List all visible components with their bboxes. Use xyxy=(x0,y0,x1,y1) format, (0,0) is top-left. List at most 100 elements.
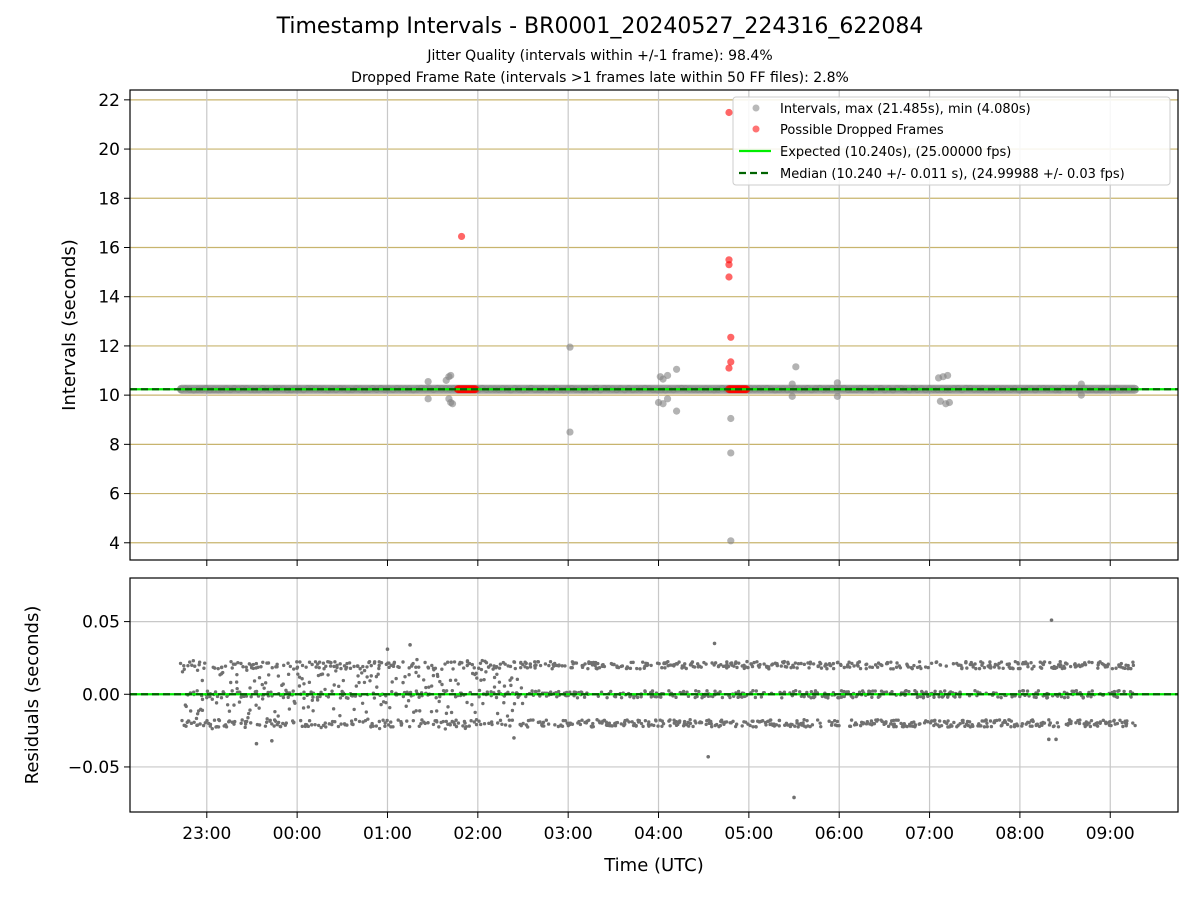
residual-point xyxy=(417,665,421,669)
residual-point xyxy=(528,718,533,722)
residual-point xyxy=(831,666,836,671)
residual-point xyxy=(780,696,784,700)
residual-point xyxy=(282,663,286,668)
residual-point xyxy=(751,725,755,729)
residual-point xyxy=(997,718,1002,722)
residual-point xyxy=(533,689,538,694)
residual-point xyxy=(984,718,988,722)
residual-point xyxy=(752,660,756,665)
residual-point xyxy=(919,666,923,671)
residual-point xyxy=(1133,723,1137,728)
residual-point xyxy=(694,721,698,725)
residual-point xyxy=(531,718,535,722)
residual-point xyxy=(461,724,465,728)
residual-point xyxy=(668,724,672,728)
residual-point xyxy=(1018,666,1022,671)
residual-point xyxy=(489,720,494,724)
residual-point xyxy=(292,667,296,671)
x-tick-label: 02:00 xyxy=(453,824,502,844)
residual-point xyxy=(939,723,944,728)
residual-point xyxy=(300,663,305,668)
residual-point xyxy=(298,660,302,664)
residual-point xyxy=(616,665,621,670)
interval-point xyxy=(672,365,681,373)
residual-point xyxy=(1066,695,1070,699)
residual-point xyxy=(650,689,655,694)
residual-point xyxy=(227,709,232,713)
residual-point xyxy=(321,661,326,665)
residual-point xyxy=(276,720,281,725)
residual-point xyxy=(895,661,899,665)
residual-point xyxy=(994,718,999,723)
residual-point xyxy=(263,681,268,685)
x-tick-label: 01:00 xyxy=(363,824,412,844)
legend-dropped-label: Possible Dropped Frames xyxy=(780,123,944,138)
residual-point xyxy=(579,690,583,694)
residual-point xyxy=(476,666,481,670)
residual-point xyxy=(246,711,251,716)
residual-point xyxy=(239,721,243,725)
residual-point xyxy=(269,690,273,694)
residual-point xyxy=(872,721,877,726)
residual-point xyxy=(889,667,893,671)
residual-point xyxy=(977,666,982,671)
residual-point xyxy=(319,690,323,695)
residual-point xyxy=(873,663,878,667)
residual-point xyxy=(392,660,397,665)
residual-point xyxy=(519,686,524,690)
residual-point xyxy=(286,672,291,677)
residual-point xyxy=(537,689,541,693)
residual-point xyxy=(737,661,741,665)
residual-point xyxy=(996,695,1000,699)
residual-point xyxy=(802,694,806,699)
residual-point xyxy=(1108,720,1112,724)
residual-point xyxy=(353,717,358,722)
residual-point xyxy=(411,661,415,666)
residual-point xyxy=(369,663,373,668)
residual-point xyxy=(610,724,615,728)
residual-point xyxy=(1042,721,1047,725)
residual-point xyxy=(604,720,609,724)
residual-point xyxy=(221,670,225,675)
dropped-frame-point xyxy=(457,232,466,241)
residual-point xyxy=(1089,718,1094,723)
residual-point xyxy=(236,660,240,665)
interval-point xyxy=(944,371,952,380)
residual-point xyxy=(816,664,821,668)
residual-point xyxy=(958,690,962,694)
residuals-y-tick-label: 0.05 xyxy=(82,613,120,633)
residual-point xyxy=(407,672,411,677)
residual-point xyxy=(1003,720,1008,725)
residual-point xyxy=(973,689,977,693)
residual-point xyxy=(699,665,703,669)
residual-point xyxy=(333,660,337,664)
residual-point xyxy=(999,660,1004,664)
residual-point xyxy=(577,719,581,724)
residual-point xyxy=(429,709,434,714)
residual-point xyxy=(265,717,269,721)
residual-point xyxy=(310,662,314,667)
residual-point xyxy=(578,722,583,727)
residual-point xyxy=(713,689,717,693)
residual-point xyxy=(295,665,300,669)
residual-point xyxy=(509,683,513,688)
residual-point xyxy=(973,662,977,666)
residual-point xyxy=(745,659,749,664)
residual-point xyxy=(782,659,787,664)
residual-point xyxy=(408,643,412,647)
residual-point xyxy=(574,661,579,665)
residual-point xyxy=(423,660,427,665)
residual-point xyxy=(438,694,442,699)
interval-point xyxy=(727,449,735,457)
residual-point xyxy=(317,665,321,670)
residual-point xyxy=(512,660,517,664)
residual-point xyxy=(315,695,320,700)
residual-point xyxy=(599,690,604,694)
residual-point xyxy=(848,724,853,729)
residual-point xyxy=(254,703,258,707)
residual-point xyxy=(1080,664,1084,668)
residual-point xyxy=(383,724,387,728)
residual-point xyxy=(583,662,587,666)
residual-point xyxy=(1001,666,1005,670)
residual-point xyxy=(338,662,342,666)
